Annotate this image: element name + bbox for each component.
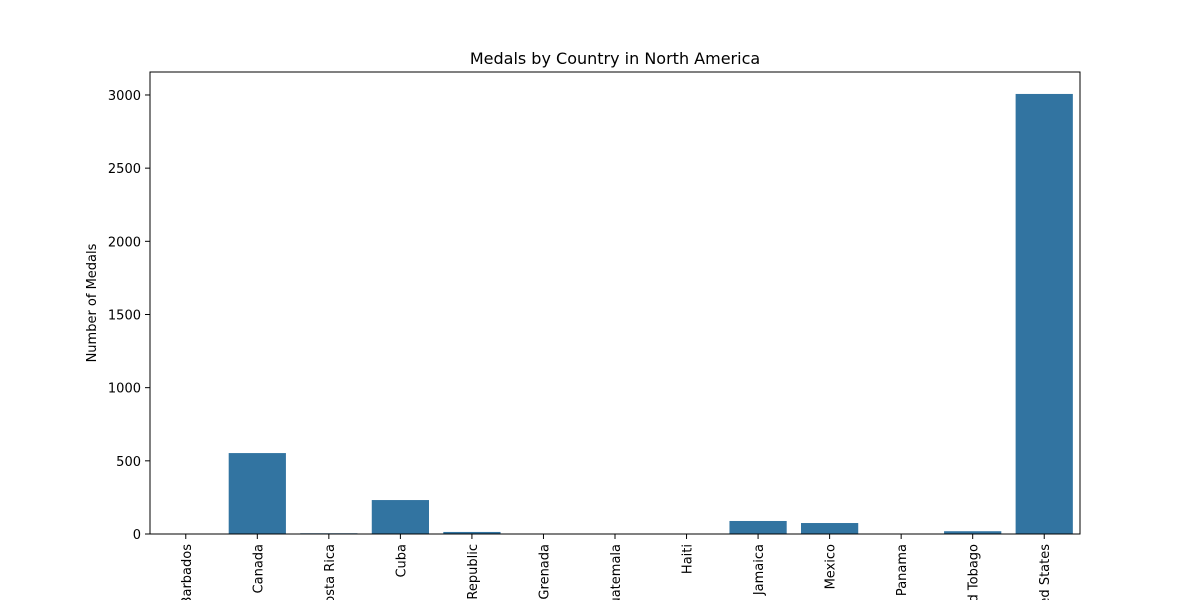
x-tick-label: Trinidad and Tobago [967, 544, 982, 600]
x-tick-label: Panama [895, 544, 910, 596]
bar [729, 520, 787, 534]
y-tick-label: 1000 [108, 382, 141, 397]
y-tick-label: 2500 [108, 162, 141, 177]
y-tick-label: 2000 [108, 235, 141, 250]
x-tick-label: Dominican Republic [466, 544, 481, 600]
x-tick-label: Canada [251, 544, 266, 593]
bar [443, 531, 501, 534]
y-tick-label: 500 [116, 455, 141, 470]
x-tick-label: Grenada [537, 544, 552, 600]
x-tick-label: Guatemala [609, 544, 624, 600]
x-tick-label: Jamaica [752, 544, 767, 596]
x-tick-label: Costa Rica [323, 544, 338, 600]
y-tick-label: 0 [133, 528, 141, 543]
x-tick-label: Barbados [180, 544, 195, 600]
bar [801, 523, 859, 534]
y-tick-label: 1500 [108, 308, 141, 323]
y-axis-label: Number of Medals [85, 243, 100, 362]
x-tick-label: United States [1038, 544, 1053, 600]
y-tick-label: 3000 [108, 89, 141, 104]
bar [944, 531, 1002, 534]
bar [371, 500, 429, 534]
bar [1015, 93, 1073, 534]
chart-title: Medals by Country in North America [470, 49, 760, 68]
x-tick-label: Haiti [681, 544, 696, 574]
bar [228, 453, 286, 534]
x-tick-label: Cuba [394, 544, 409, 578]
x-tick-label: Mexico [824, 544, 839, 589]
plot-frame [149, 71, 1081, 535]
